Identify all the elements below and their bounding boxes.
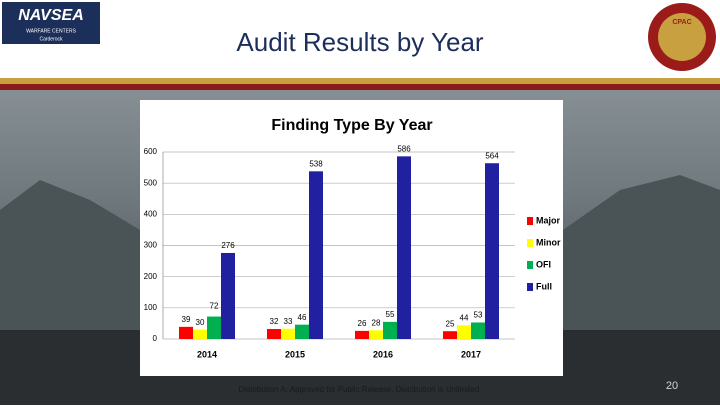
data-label: 33 (284, 317, 293, 326)
data-label: 53 (474, 311, 483, 320)
logo-right (658, 13, 706, 61)
bar (309, 171, 323, 339)
legend-swatch (527, 217, 533, 225)
x-tick-label: 2017 (461, 349, 481, 359)
data-label: 72 (210, 302, 219, 311)
legend-swatch (527, 283, 533, 291)
x-tick-label: 2015 (285, 349, 305, 359)
data-label: 564 (485, 151, 499, 160)
legend-label: OFI (536, 259, 551, 269)
logo-left (2, 2, 100, 44)
slide-title: Audit Results by Year (236, 27, 483, 57)
logo-text: NAVSEA (18, 7, 84, 24)
bar (281, 328, 295, 339)
legend-label: Major (536, 215, 561, 225)
data-label: 44 (460, 313, 469, 322)
bar (193, 329, 207, 339)
bar (355, 330, 369, 339)
data-label: 39 (182, 315, 191, 324)
header (0, 0, 720, 78)
bar (443, 331, 457, 339)
y-tick-label: 300 (144, 241, 158, 250)
data-label: 26 (358, 319, 367, 328)
data-label: 30 (196, 318, 205, 327)
data-label: 46 (298, 313, 307, 322)
bar (383, 321, 397, 339)
logo-text: WARFARE CENTERS (26, 28, 76, 34)
data-label: 538 (309, 159, 323, 168)
bar (207, 316, 221, 339)
x-tick-label: 2016 (373, 349, 393, 359)
bar (267, 329, 281, 339)
data-label: 55 (386, 310, 395, 319)
bar (397, 156, 411, 339)
y-tick-label: 100 (144, 303, 158, 312)
chart-title: Finding Type By Year (271, 117, 432, 134)
legend-swatch (527, 239, 533, 247)
bar (457, 325, 471, 339)
chart: 0 100 200 300 400 500 600 2014 39 30 72 276 2015 32 33… (144, 144, 561, 359)
data-label: 586 (397, 144, 411, 153)
y-tick-label: 0 (153, 334, 158, 343)
logo-text: Carderock (39, 36, 63, 42)
bar (485, 163, 499, 339)
logo-text: CPAC (672, 19, 691, 26)
page-number: 20 (666, 380, 678, 392)
stripe (0, 84, 720, 90)
y-tick-label: 500 (144, 178, 158, 187)
data-label: 28 (372, 318, 381, 327)
footer: Distribution A: Approved for Public Rele… (239, 385, 482, 394)
x-tick-label: 2014 (197, 349, 217, 359)
legend-label: Minor (536, 237, 561, 247)
y-tick-label: 400 (144, 209, 158, 218)
bar (295, 324, 309, 339)
data-label: 32 (270, 317, 279, 326)
bar (471, 322, 485, 339)
bar (369, 330, 383, 339)
y-tick-label: 600 (144, 147, 158, 156)
legend-swatch (527, 261, 533, 269)
legend-label: Full (536, 281, 552, 291)
data-label: 276 (221, 241, 235, 250)
stripe (0, 78, 720, 84)
bar (221, 252, 235, 339)
data-label: 25 (446, 319, 455, 328)
y-tick-label: 200 (144, 272, 158, 281)
bar (179, 326, 193, 339)
